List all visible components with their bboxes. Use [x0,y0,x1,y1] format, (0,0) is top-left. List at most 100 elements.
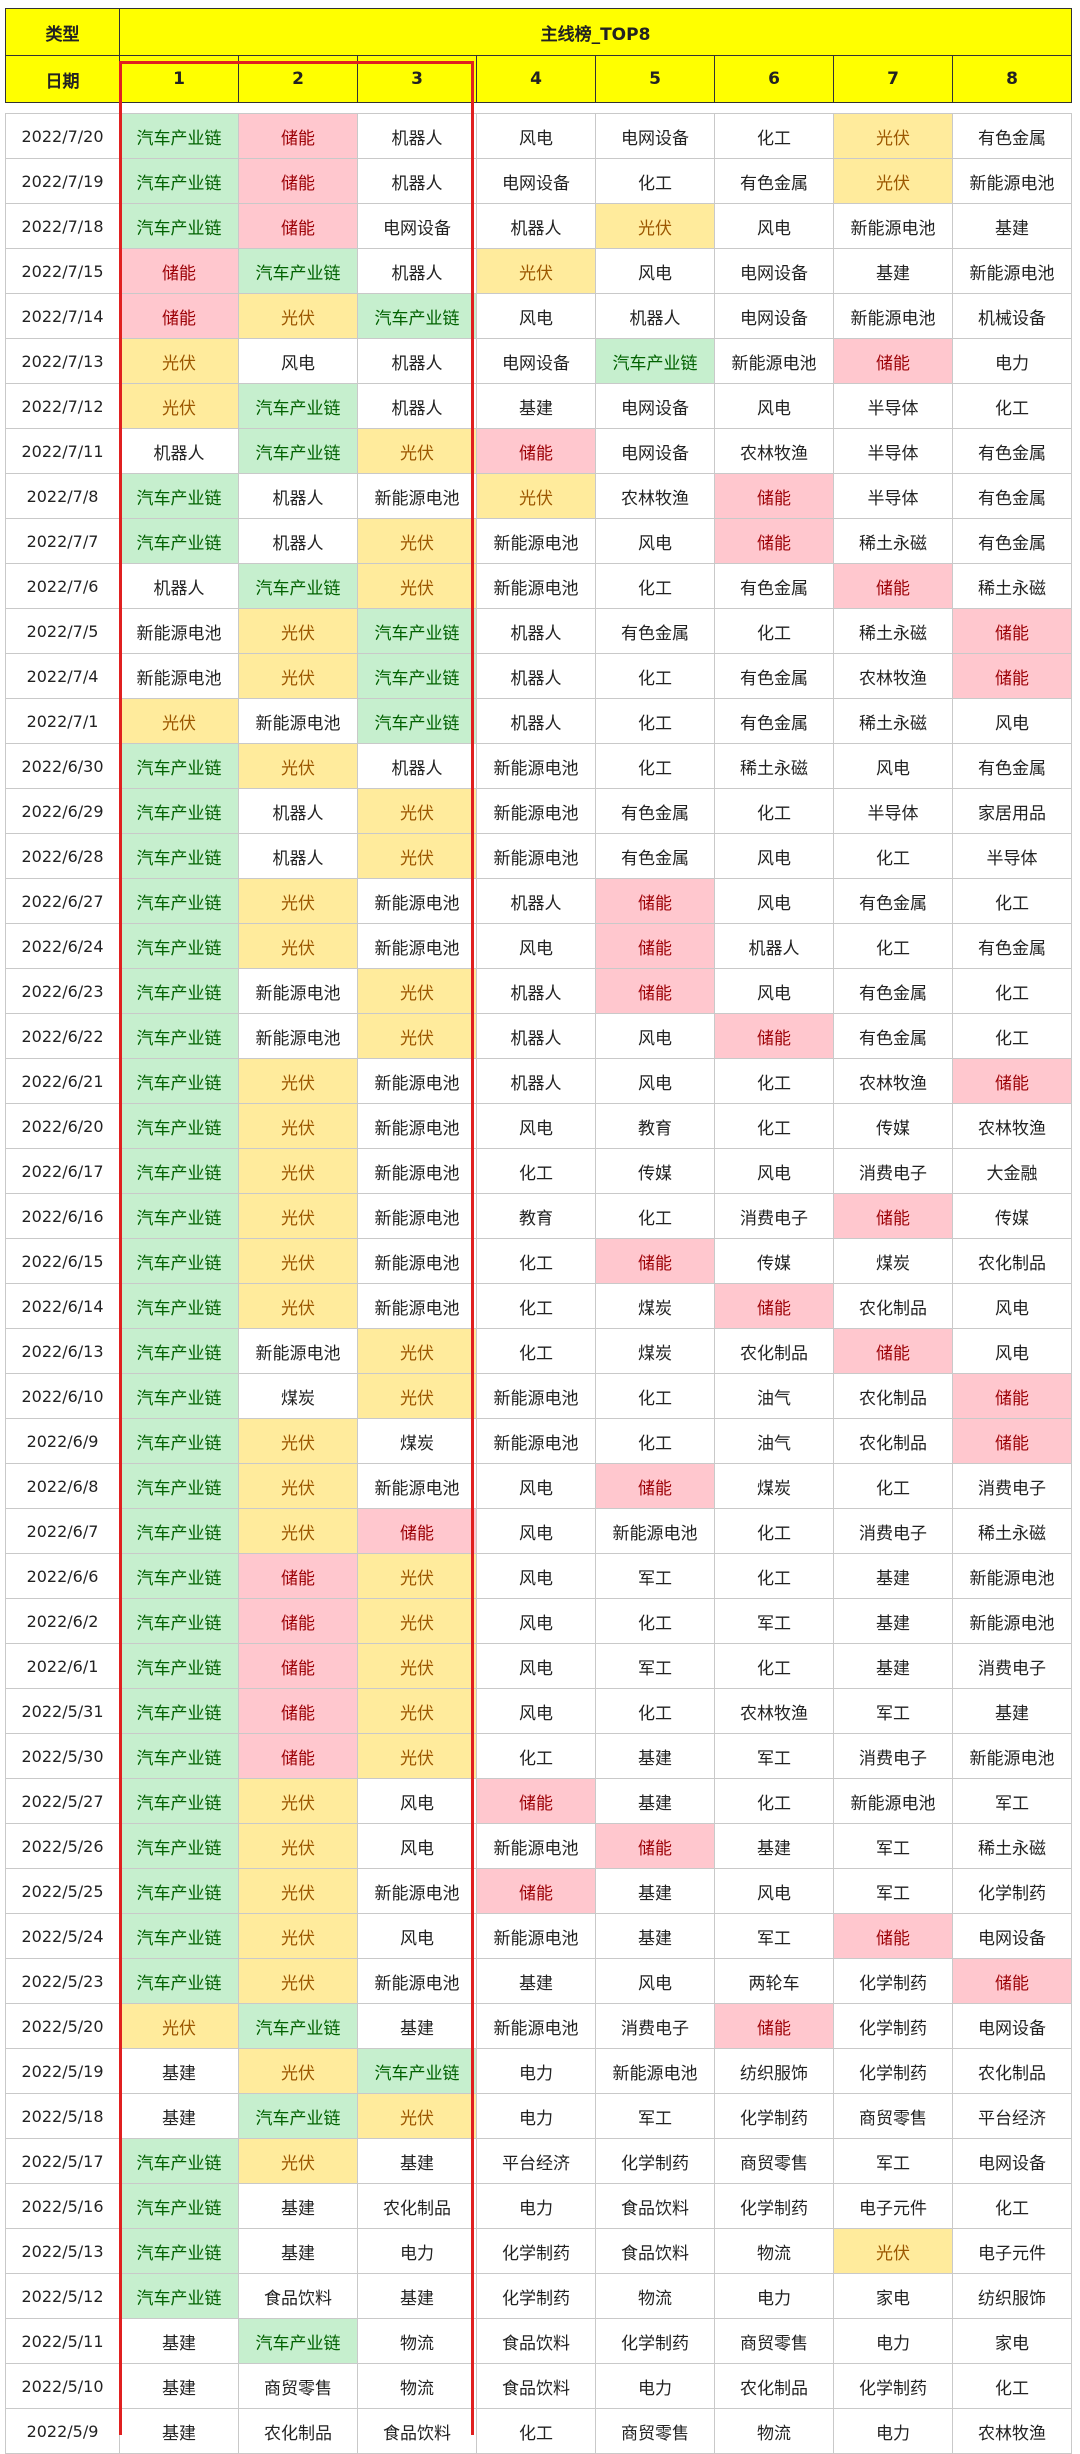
date-cell: 2022/5/20 [5,2003,120,2049]
sector-cell-rank-1: 汽车产业链 [119,473,239,519]
table-row: 2022/7/14 储能 光伏 汽车产业链 风电 机器人 电网设备 新能源电池 机械设备 [5,293,1072,339]
sector-cell-rank-1: 汽车产业链 [119,743,239,789]
sector-cell-rank-2: 汽车产业链 [238,383,358,429]
sector-cell-rank-7: 电力 [833,2318,953,2364]
table-row: 2022/7/12 光伏 汽车产业链 机器人 基建 电网设备 风电 半导体 化工 [5,383,1072,429]
sector-cell-rank-2: 汽车产业链 [238,2318,358,2364]
table-row: 2022/7/7 汽车产业链 机器人 光伏 新能源电池 风电 储能 稀土永磁 有色金属 [5,518,1072,564]
sector-cell-rank-8: 储能 [952,608,1072,654]
date-cell: 2022/6/1 [5,1643,120,1689]
date-cell: 2022/6/7 [5,1508,120,1554]
sector-cell-rank-3: 新能源电池 [357,1193,477,1239]
sector-cell-rank-7: 基建 [833,1643,953,1689]
sector-cell-rank-1: 基建 [119,2408,239,2454]
sector-cell-rank-6: 商贸零售 [714,2138,834,2184]
sector-cell-rank-5: 食品饮料 [595,2228,715,2274]
date-cell: 2022/6/29 [5,788,120,834]
sector-cell-rank-5: 汽车产业链 [595,338,715,384]
date-cell: 2022/5/23 [5,1958,120,2004]
sector-cell-rank-4: 化学制药 [476,2273,596,2319]
sector-cell-rank-8: 电力 [952,338,1072,384]
sector-cell-rank-2: 光伏 [238,1418,358,1464]
sector-cell-rank-5: 传媒 [595,1148,715,1194]
sector-cell-rank-5: 化学制药 [595,2138,715,2184]
sector-cell-rank-3: 新能源电池 [357,1238,477,1284]
sector-cell-rank-3: 物流 [357,2318,477,2364]
date-label: 日期 [5,55,120,103]
sector-cell-rank-2: 储能 [238,1553,358,1599]
sector-cell-rank-6: 农林牧渔 [714,1688,834,1734]
sector-cell-rank-6: 机器人 [714,923,834,969]
sector-cell-rank-6: 化工 [714,1553,834,1599]
sector-cell-rank-2: 机器人 [238,473,358,519]
sector-cell-rank-4: 机器人 [476,608,596,654]
sector-cell-rank-1: 汽车产业链 [119,2183,239,2229]
sector-cell-rank-6: 电力 [714,2273,834,2319]
sector-cell-rank-3: 基建 [357,2138,477,2184]
sector-cell-rank-7: 农化制品 [833,1418,953,1464]
sector-cell-rank-7: 储能 [833,338,953,384]
sector-cell-rank-1: 汽车产业链 [119,923,239,969]
date-cell: 2022/6/21 [5,1058,120,1104]
sector-cell-rank-2: 食品饮料 [238,2273,358,2319]
sector-cell-rank-1: 光伏 [119,2003,239,2049]
sector-cell-rank-5: 风电 [595,1013,715,1059]
sector-cell-rank-2: 机器人 [238,833,358,879]
date-cell: 2022/7/5 [5,608,120,654]
sector-cell-rank-5: 储能 [595,1238,715,1284]
date-cell: 2022/5/9 [5,2408,120,2454]
rank-header-3: 3 [357,55,477,103]
sector-cell-rank-7: 传媒 [833,1103,953,1149]
table-row: 2022/6/14 汽车产业链 光伏 新能源电池 化工 煤炭 储能 农化制品 风电 [5,1283,1072,1329]
sector-cell-rank-4: 风电 [476,1598,596,1644]
date-cell: 2022/5/27 [5,1778,120,1824]
date-cell: 2022/6/23 [5,968,120,1014]
sector-cell-rank-6: 风电 [714,968,834,1014]
sector-cell-rank-4: 光伏 [476,473,596,519]
sector-cell-rank-1: 汽车产业链 [119,1463,239,1509]
sector-cell-rank-7: 稀土永磁 [833,608,953,654]
sector-cell-rank-6: 化学制药 [714,2183,834,2229]
date-cell: 2022/7/15 [5,248,120,294]
sector-cell-rank-3: 光伏 [357,2093,477,2139]
sector-cell-rank-7: 消费电子 [833,1508,953,1554]
sector-cell-rank-3: 光伏 [357,1013,477,1059]
sector-cell-rank-8: 化工 [952,2183,1072,2229]
sector-cell-rank-7: 半导体 [833,788,953,834]
date-cell: 2022/6/6 [5,1553,120,1599]
sector-cell-rank-1: 基建 [119,2048,239,2094]
sector-cell-rank-4: 新能源电池 [476,1913,596,1959]
sector-cell-rank-3: 机器人 [357,248,477,294]
sector-cell-rank-6: 有色金属 [714,563,834,609]
sector-cell-rank-8: 消费电子 [952,1463,1072,1509]
sector-cell-rank-4: 新能源电池 [476,563,596,609]
sector-cell-rank-1: 汽车产业链 [119,1193,239,1239]
sector-cell-rank-8: 稀土永磁 [952,1823,1072,1869]
sector-cell-rank-6: 化工 [714,608,834,654]
sector-cell-rank-8: 农化制品 [952,1238,1072,1284]
sector-cell-rank-6: 风电 [714,1868,834,1914]
sector-cell-rank-6: 纺织服饰 [714,2048,834,2094]
sector-cell-rank-8: 化工 [952,1013,1072,1059]
sector-cell-rank-8: 消费电子 [952,1643,1072,1689]
sector-cell-rank-7: 化学制药 [833,2363,953,2409]
sector-cell-rank-6: 军工 [714,1598,834,1644]
sector-cell-rank-8: 新能源电池 [952,1598,1072,1644]
date-cell: 2022/5/11 [5,2318,120,2364]
sector-cell-rank-3: 光伏 [357,1643,477,1689]
sector-cell-rank-7: 农林牧渔 [833,653,953,699]
sector-cell-rank-6: 化工 [714,113,834,159]
sector-cell-rank-5: 基建 [595,1913,715,1959]
sector-cell-rank-5: 风电 [595,1958,715,2004]
sector-cell-rank-8: 有色金属 [952,428,1072,474]
sector-cell-rank-6: 军工 [714,1733,834,1779]
sector-cell-rank-5: 机器人 [595,293,715,339]
rank-header-1: 1 [119,55,239,103]
sector-cell-rank-5: 储能 [595,878,715,924]
sector-cell-rank-1: 基建 [119,2093,239,2139]
sector-cell-rank-7: 消费电子 [833,1148,953,1194]
sector-cell-rank-7: 新能源电池 [833,1778,953,1824]
sector-cell-rank-8: 平台经济 [952,2093,1072,2139]
sector-cell-rank-8: 半导体 [952,833,1072,879]
table-row: 2022/7/13 光伏 风电 机器人 电网设备 汽车产业链 新能源电池 储能 电力 [5,338,1072,384]
